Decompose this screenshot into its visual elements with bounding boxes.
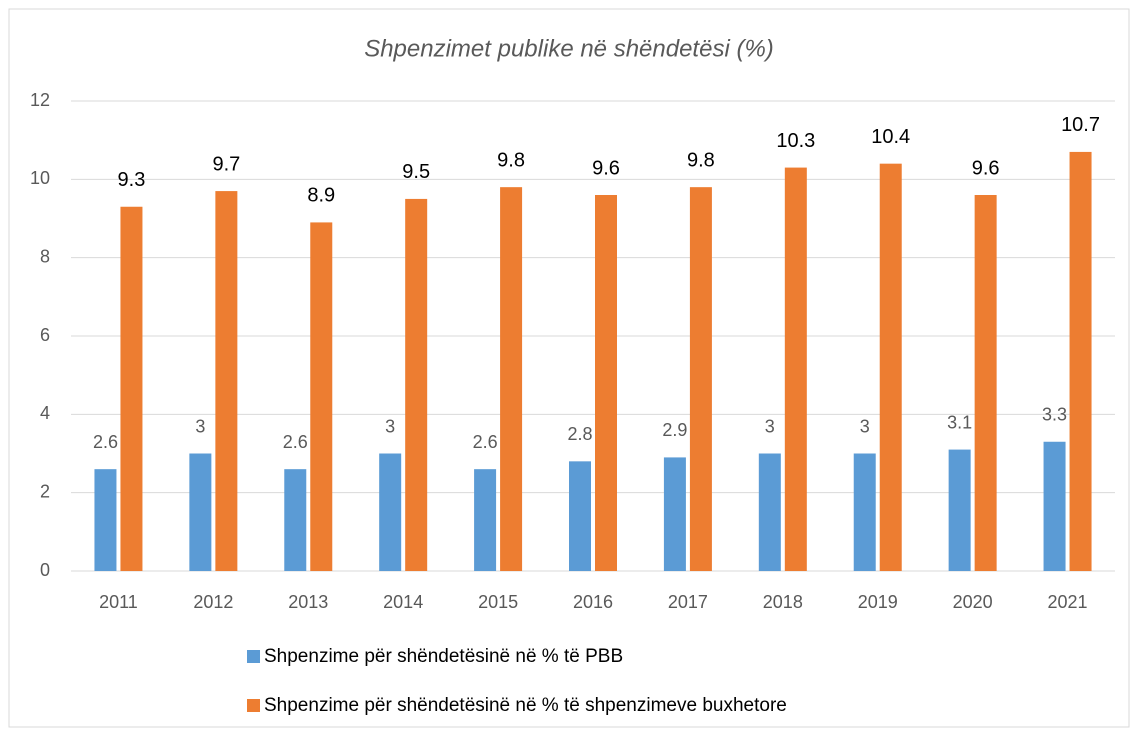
bar xyxy=(879,163,902,571)
x-tick-label: 2011 xyxy=(99,592,138,612)
bar xyxy=(595,195,617,571)
y-tick-label: 10 xyxy=(30,168,50,188)
data-label: 3.1 xyxy=(947,412,972,432)
x-tick-label: 2019 xyxy=(858,592,898,612)
bar xyxy=(284,469,307,571)
bar xyxy=(120,206,143,571)
x-tick-label: 2012 xyxy=(193,592,233,612)
data-label: 3 xyxy=(765,416,775,436)
x-tick-label: 2021 xyxy=(1048,592,1088,612)
bar xyxy=(758,453,781,571)
data-label: 2.6 xyxy=(283,432,308,452)
data-label: 3 xyxy=(860,416,870,436)
x-tick-label: 2017 xyxy=(668,592,708,612)
data-label: 10.3 xyxy=(776,130,815,152)
bar xyxy=(853,453,876,571)
chart-title: Shpenzimet publike në shëndetësi (%) xyxy=(364,35,774,62)
y-tick-label: 8 xyxy=(40,246,50,266)
x-tick-label: 2015 xyxy=(478,592,518,612)
legend-swatch xyxy=(247,650,260,663)
bar xyxy=(379,453,402,571)
legend-label: Shpenzime për shëndetësinë në % të PBB xyxy=(264,646,623,667)
x-tick-label: 2016 xyxy=(573,592,613,612)
x-tick-label: 2018 xyxy=(763,592,803,612)
data-label: 9.6 xyxy=(972,157,1000,179)
bar xyxy=(689,187,712,571)
bar xyxy=(500,187,523,571)
bar xyxy=(1043,441,1066,571)
data-label: 9.3 xyxy=(118,169,146,191)
data-label: 3.3 xyxy=(1042,405,1067,425)
data-label: 9.5 xyxy=(402,161,430,183)
x-tick-label: 2013 xyxy=(288,592,328,612)
x-tick-label: 2014 xyxy=(383,592,423,612)
bar xyxy=(784,167,807,572)
bar xyxy=(215,191,238,572)
y-tick-label: 4 xyxy=(40,403,50,423)
data-label: 2.9 xyxy=(662,420,687,440)
y-tick-label: 2 xyxy=(40,481,50,501)
y-tick-label: 12 xyxy=(30,90,50,110)
bar xyxy=(569,461,591,571)
chart-border xyxy=(8,8,1130,728)
data-label: 2.8 xyxy=(567,424,592,444)
bar xyxy=(663,457,686,571)
bar xyxy=(1069,151,1092,571)
data-label: 2.6 xyxy=(473,432,498,452)
x-tick-label: 2020 xyxy=(953,592,993,612)
bar xyxy=(94,469,117,571)
data-label: 2.6 xyxy=(93,432,118,452)
legend-swatch xyxy=(247,699,260,712)
data-label: 9.6 xyxy=(592,157,620,179)
data-label: 10.4 xyxy=(871,126,910,148)
bar xyxy=(189,453,212,571)
data-label: 10.7 xyxy=(1061,114,1100,136)
bar xyxy=(974,195,997,571)
legend-label: Shpenzime për shëndetësinë në % të shpen… xyxy=(264,695,787,716)
y-tick-label: 6 xyxy=(40,325,50,345)
bar xyxy=(310,222,333,571)
data-label: 3 xyxy=(385,416,395,436)
data-label: 9.8 xyxy=(687,149,715,171)
data-label: 9.7 xyxy=(212,153,240,175)
bar xyxy=(405,198,428,571)
data-label: 8.9 xyxy=(307,185,335,207)
data-label: 9.8 xyxy=(497,149,525,171)
y-tick-label: 0 xyxy=(40,560,50,580)
data-label: 3 xyxy=(195,416,205,436)
bar xyxy=(948,449,971,571)
bar xyxy=(474,469,497,571)
